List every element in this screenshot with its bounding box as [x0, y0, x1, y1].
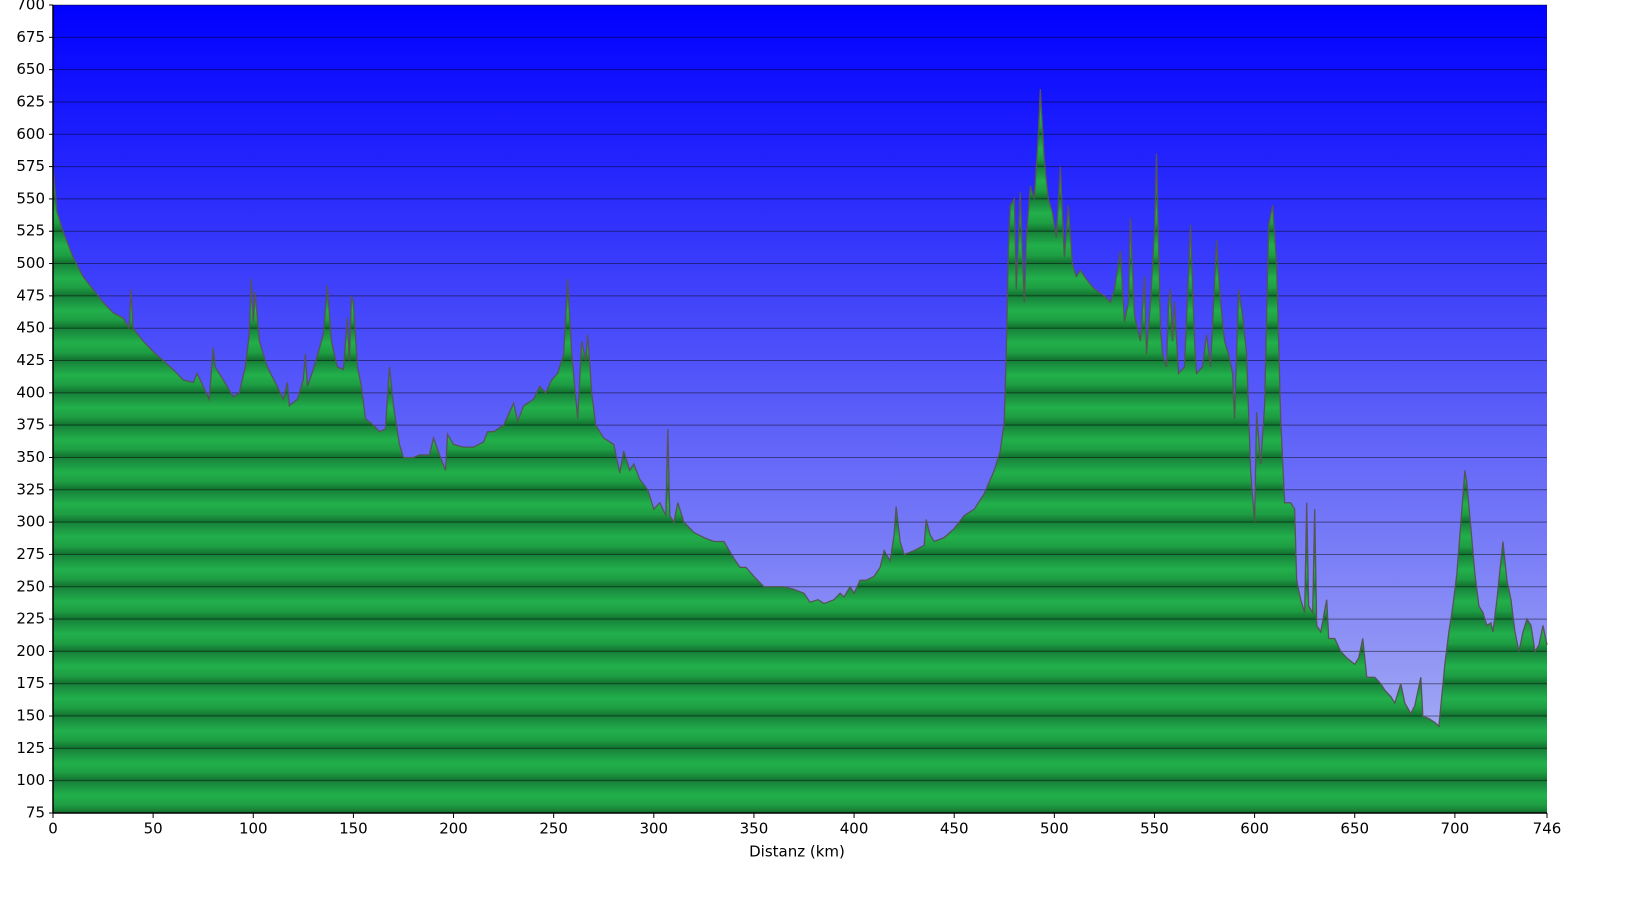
x-tick-label: 0	[48, 820, 58, 838]
y-tick-label: 525	[16, 222, 45, 240]
y-tick-label: 125	[16, 739, 45, 757]
x-tick-label: 400	[840, 820, 869, 838]
x-tick-label: 500	[1040, 820, 1069, 838]
x-tick-label: 300	[639, 820, 668, 838]
elevation-line	[52, 88, 1548, 728]
y-tick-label: 350	[16, 448, 45, 466]
x-tick-label: 50	[144, 820, 163, 838]
x-tick-label: 550	[1140, 820, 1169, 838]
y-tick-label: 600	[16, 125, 45, 143]
x-tick-label: 450	[940, 820, 969, 838]
x-tick-label: 746	[1533, 820, 1562, 838]
y-tick-label: 425	[16, 351, 45, 369]
y-tick-label: 200	[16, 642, 45, 660]
y-tick-label: 475	[16, 286, 45, 304]
y-tick-label: 175	[16, 674, 45, 692]
y-tick-label: 625	[16, 92, 45, 110]
y-tick-label: 375	[16, 416, 45, 434]
y-tick-label: 450	[16, 319, 45, 337]
y-tick-label: 575	[16, 157, 45, 175]
y-tick-label: 500	[16, 254, 45, 272]
x-tick-label: 600	[1240, 820, 1269, 838]
y-tick-label: 675	[16, 28, 45, 46]
y-tick-label: 225	[16, 610, 45, 628]
x-axis-label: Distanz (km)	[749, 843, 845, 861]
area-fill	[53, 89, 1547, 813]
y-tick-label: 150	[16, 707, 45, 725]
x-tick-label: 250	[539, 820, 568, 838]
y-tick-label: 650	[16, 60, 45, 78]
y-tick-label: 250	[16, 577, 45, 595]
y-tick-label: 300	[16, 513, 45, 531]
x-tick-label: 150	[339, 820, 368, 838]
y-tick-label: 275	[16, 545, 45, 563]
x-tick-label: 700	[1441, 820, 1470, 838]
y-tick-label: 100	[16, 771, 45, 789]
y-tick-label: 550	[16, 189, 45, 207]
x-tick-label: 650	[1340, 820, 1369, 838]
x-tick-label: 350	[740, 820, 769, 838]
y-tick-label: 75	[26, 804, 45, 822]
x-tick-label: 200	[439, 820, 468, 838]
y-tick-label: 400	[16, 383, 45, 401]
y-tick-label: 700	[16, 0, 45, 14]
x-tick-label: 100	[239, 820, 268, 838]
y-tick-label: 325	[16, 480, 45, 498]
